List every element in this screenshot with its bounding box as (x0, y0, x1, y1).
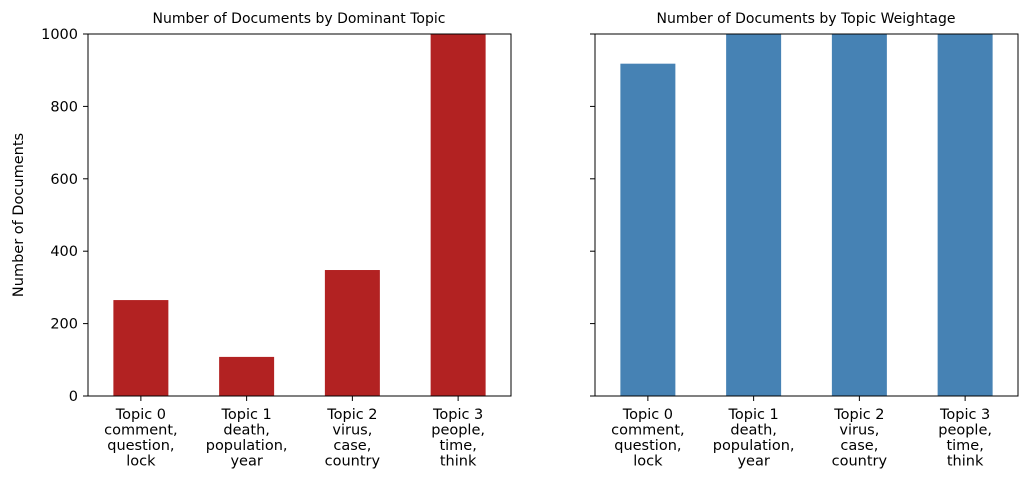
dominant-bar-topic-3 (430, 34, 486, 396)
dominant-bar-topic-0 (113, 300, 169, 396)
chart-title: Number of Documents by Topic Weightage (656, 11, 955, 27)
x-tick-label: Topic 3 people, time, think (431, 407, 485, 470)
weightage-bar-topic-0 (620, 63, 676, 397)
y-tick-label: 400 (50, 244, 78, 260)
bars-group (620, 34, 993, 397)
x-tick-label: Topic 3 people, time, think (938, 407, 992, 470)
x-tick-label: Topic 0 comment, question, lock (104, 407, 178, 470)
plot-frame (87, 33, 512, 397)
y-axis-label: Number of Documents (11, 133, 27, 297)
x-tick-label: Topic 1 death, population, year (713, 407, 795, 470)
chart-title: Number of Documents by Dominant Topic (153, 11, 446, 27)
dominant-bar-topic-2 (324, 270, 380, 396)
x-tick-label: Topic 2 virus, case, country (325, 407, 381, 470)
y-ticks-group: 0 200 400 600 800 1000 (41, 27, 88, 405)
y-tick-label: 200 (50, 317, 78, 333)
y-ticks-group (590, 33, 595, 397)
bars-group (113, 34, 486, 396)
dominant-bar-topic-1 (219, 356, 275, 396)
x-tick-label: Topic 0 comment, question, lock (611, 407, 685, 470)
y-tick-label: 1000 (41, 27, 78, 43)
dominant-topic-chart: Number of Documents by Dominant Topic Nu… (11, 11, 512, 470)
y-tick-label: 600 (50, 172, 78, 188)
weightage-bar-topic-1 (726, 34, 782, 396)
x-ticks-group: Topic 0 comment, question, lock Topic 1 death… (104, 396, 485, 470)
x-tick-label: Topic 2 virus, case, country (832, 407, 888, 470)
weightage-bar-topic-2 (831, 34, 887, 396)
topic-weightage-chart: Number of Documents by Topic Weightage T… (590, 11, 1019, 470)
plot-frame (594, 33, 1019, 397)
y-tick-label: 0 (69, 389, 78, 405)
y-tick-label: 800 (50, 99, 78, 115)
x-tick-label: Topic 1 death, population, year (206, 407, 288, 470)
weightage-bar-topic-3 (937, 34, 993, 396)
x-ticks-group: Topic 0 comment, question, lock Topic 1 death… (611, 396, 992, 470)
